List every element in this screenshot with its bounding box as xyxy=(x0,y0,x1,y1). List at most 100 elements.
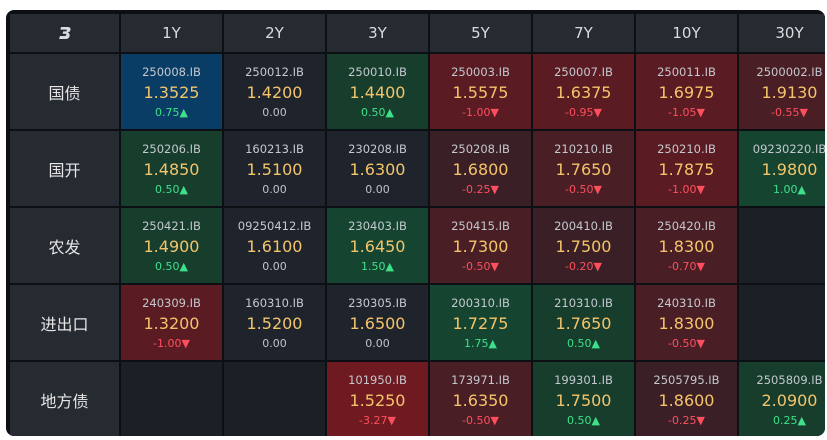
bond-code: 250012.IB xyxy=(245,64,304,79)
bond-change-bp: 0.00 xyxy=(262,182,287,196)
bond-code: 160213.IB xyxy=(245,141,304,156)
bond-code: 250008.IB xyxy=(142,64,201,79)
bond-cell-cdb-bond-3y[interactable]: 230208.IB 1.6300 0.00 xyxy=(327,131,428,206)
bond-change-bp: 0.50▲ xyxy=(567,336,600,350)
row-label-exim-bond: 进出口 xyxy=(10,285,119,360)
bond-cell-adbc-bond-1y[interactable]: 250421.IB 1.4900 0.50▲ xyxy=(121,208,222,283)
bond-code: 250206.IB xyxy=(142,141,201,156)
bond-change-bp: -1.00▼ xyxy=(462,105,499,119)
bond-code: 250010.IB xyxy=(348,64,407,79)
bond-yield: 1.8600 xyxy=(658,390,715,410)
bond-yield: 1.3525 xyxy=(143,82,200,102)
bond-code: 2500002.IB xyxy=(756,64,823,79)
bond-change-bp: 1.00▲ xyxy=(773,182,806,196)
bond-cell-cdb-bond-30y[interactable]: 09230220.IB 1.9800 1.00▲ xyxy=(739,131,825,206)
bond-cell-local-govt-bond-7y[interactable]: 199301.IB 1.7500 0.50▲ xyxy=(533,362,634,436)
bond-cell-adbc-bond-3y[interactable]: 230403.IB 1.6450 1.50▲ xyxy=(327,208,428,283)
bond-cell-govt-bond-3y[interactable]: 250010.IB 1.4400 0.50▲ xyxy=(327,54,428,129)
row-label-cdb-bond: 国开 xyxy=(10,131,119,206)
bond-yield: 1.3200 xyxy=(143,313,200,333)
bond-code: 210210.IB xyxy=(554,141,613,156)
bond-yield: 1.4400 xyxy=(349,82,406,102)
bond-cell-govt-bond-2y[interactable]: 250012.IB 1.4200 0.00 xyxy=(224,54,325,129)
bond-cell-exim-bond-1y[interactable]: 240309.IB 1.3200 -1.00▼ xyxy=(121,285,222,360)
bond-cell-local-govt-bond-5y[interactable]: 173971.IB 1.6350 -0.50▼ xyxy=(430,362,531,436)
bond-cell-exim-bond-2y[interactable]: 160310.IB 1.5200 0.00 xyxy=(224,285,325,360)
bond-change-bp: 0.00 xyxy=(365,182,390,196)
bond-change-bp: 0.00 xyxy=(262,336,287,350)
bond-cell-exim-bond-10y[interactable]: 240310.IB 1.8300 -0.50▼ xyxy=(636,285,737,360)
bond-code: 250420.IB xyxy=(657,218,716,233)
bond-yield: 1.6975 xyxy=(658,82,715,102)
bond-cell-cdb-bond-2y[interactable]: 160213.IB 1.5100 0.00 xyxy=(224,131,325,206)
bond-change-bp: -0.95▼ xyxy=(565,105,602,119)
bond-cell-exim-bond-5y[interactable]: 200310.IB 1.7275 1.75▲ xyxy=(430,285,531,360)
bond-cell-govt-bond-30y[interactable]: 2500002.IB 1.9130 -0.55▼ xyxy=(739,54,825,129)
bond-code: 230403.IB xyxy=(348,218,407,233)
bond-code: 250011.IB xyxy=(657,64,716,79)
bond-cell-local-govt-bond-30y[interactable]: 2505809.IB 2.0900 0.25▲ xyxy=(739,362,825,436)
row-label-adbc-bond: 农发 xyxy=(10,208,119,283)
column-header-1y[interactable]: 1Y xyxy=(121,14,222,52)
empty-cell-exim-bond-30y xyxy=(739,285,825,360)
bond-yield: 1.6100 xyxy=(246,236,303,256)
bond-change-bp: -1.00▼ xyxy=(153,336,190,350)
bond-yield: 1.6800 xyxy=(452,159,509,179)
column-header-3y[interactable]: 3Y xyxy=(327,14,428,52)
bond-cell-govt-bond-1y[interactable]: 250008.IB 1.3525 0.75▲ xyxy=(121,54,222,129)
bond-yield: 1.6450 xyxy=(349,236,406,256)
bond-code: 250421.IB xyxy=(142,218,201,233)
column-header-10y[interactable]: 10Y xyxy=(636,14,737,52)
bond-yield: 1.4850 xyxy=(143,159,200,179)
bond-code: 2505795.IB xyxy=(653,372,720,387)
yield-matrix-panel: 1Y 2Y 3Y 5Y 7Y 10Y 30Y 国债 250008.IB 1.3525… xyxy=(6,10,825,436)
bond-cell-govt-bond-7y[interactable]: 250007.IB 1.6375 -0.95▼ xyxy=(533,54,634,129)
bond-code: 09250412.IB xyxy=(237,218,312,233)
bond-yield: 1.7275 xyxy=(452,313,509,333)
bond-change-bp: 0.25▲ xyxy=(773,413,806,427)
bond-cell-local-govt-bond-3y[interactable]: 101950.IB 1.5250 -3.27▼ xyxy=(327,362,428,436)
bond-change-bp: -0.50▼ xyxy=(565,182,602,196)
bond-cell-cdb-bond-7y[interactable]: 210210.IB 1.7650 -0.50▼ xyxy=(533,131,634,206)
bond-cell-govt-bond-5y[interactable]: 250003.IB 1.5575 -1.00▼ xyxy=(430,54,531,129)
header-row: 1Y 2Y 3Y 5Y 7Y 10Y 30Y xyxy=(10,14,825,52)
row-exim-bond: 进出口 240309.IB 1.3200 -1.00▼ 160310.IB 1.5200 0… xyxy=(10,285,825,360)
bond-cell-adbc-bond-2y[interactable]: 09250412.IB 1.6100 0.00 xyxy=(224,208,325,283)
corner-logo-cell xyxy=(10,14,119,52)
bond-change-bp: -0.20▼ xyxy=(565,259,602,273)
bond-cell-cdb-bond-1y[interactable]: 250206.IB 1.4850 0.50▲ xyxy=(121,131,222,206)
column-header-5y[interactable]: 5Y xyxy=(430,14,531,52)
bond-code: 240310.IB xyxy=(657,295,716,310)
bond-cell-cdb-bond-5y[interactable]: 250208.IB 1.6800 -0.25▼ xyxy=(430,131,531,206)
yield-matrix-table: 1Y 2Y 3Y 5Y 7Y 10Y 30Y 国债 250008.IB 1.3525… xyxy=(8,12,825,436)
bond-change-bp: 0.50▲ xyxy=(155,182,188,196)
bond-code: 230305.IB xyxy=(348,295,407,310)
bond-cell-cdb-bond-10y[interactable]: 250210.IB 1.7875 -1.00▼ xyxy=(636,131,737,206)
bond-code: 240309.IB xyxy=(142,295,201,310)
row-govt-bond: 国债 250008.IB 1.3525 0.75▲ 250012.IB 1.4200 0.0… xyxy=(10,54,825,129)
bond-change-bp: 0.00 xyxy=(262,259,287,273)
bond-cell-local-govt-bond-10y[interactable]: 2505795.IB 1.8600 -0.25▼ xyxy=(636,362,737,436)
column-header-7y[interactable]: 7Y xyxy=(533,14,634,52)
bond-cell-govt-bond-10y[interactable]: 250011.IB 1.6975 -1.05▼ xyxy=(636,54,737,129)
bond-yield: 1.4200 xyxy=(246,82,303,102)
bond-cell-adbc-bond-5y[interactable]: 250415.IB 1.7300 -0.50▼ xyxy=(430,208,531,283)
bond-change-bp: 0.50▲ xyxy=(155,259,188,273)
bond-change-bp: -1.05▼ xyxy=(668,105,705,119)
column-header-2y[interactable]: 2Y xyxy=(224,14,325,52)
bond-cell-adbc-bond-10y[interactable]: 250420.IB 1.8300 -0.70▼ xyxy=(636,208,737,283)
bond-code: 210310.IB xyxy=(554,295,613,310)
bond-cell-exim-bond-3y[interactable]: 230305.IB 1.6500 0.00 xyxy=(327,285,428,360)
column-header-30y[interactable]: 30Y xyxy=(739,14,825,52)
bond-code: 200410.IB xyxy=(554,218,613,233)
empty-cell-adbc-bond-30y xyxy=(739,208,825,283)
bond-code: 230208.IB xyxy=(348,141,407,156)
bond-cell-exim-bond-7y[interactable]: 210310.IB 1.7650 0.50▲ xyxy=(533,285,634,360)
bond-yield: 1.7650 xyxy=(555,313,612,333)
bond-yield: 1.7500 xyxy=(555,236,612,256)
bond-code: 101950.IB xyxy=(348,372,407,387)
bond-change-bp: 0.00 xyxy=(262,105,287,119)
bond-yield: 1.6300 xyxy=(349,159,406,179)
bond-code: 250210.IB xyxy=(657,141,716,156)
bond-cell-adbc-bond-7y[interactable]: 200410.IB 1.7500 -0.20▼ xyxy=(533,208,634,283)
